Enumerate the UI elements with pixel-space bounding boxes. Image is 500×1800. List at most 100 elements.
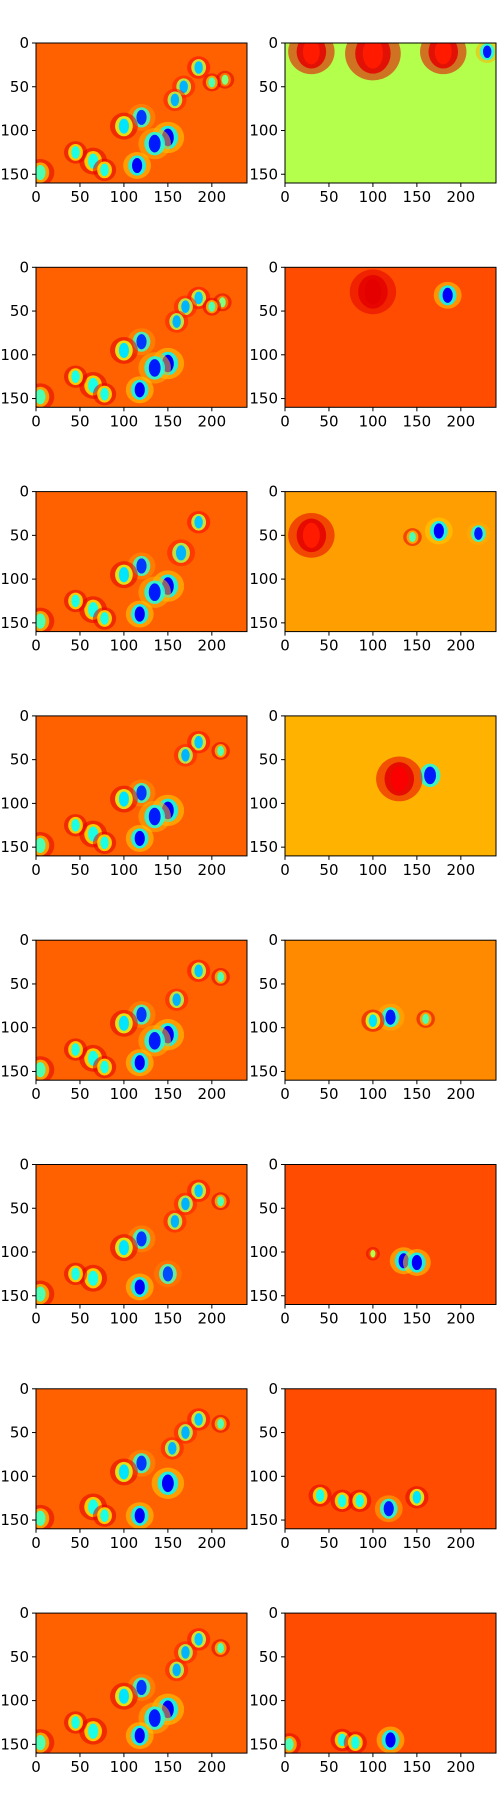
heatmap-feature-core xyxy=(118,567,129,583)
heatmap-feature-core xyxy=(71,818,80,832)
heatmap-feature-core xyxy=(285,1738,294,1751)
y-tick-label: 0 xyxy=(19,483,29,501)
x-tick-label: 0 xyxy=(31,1758,41,1776)
axes-frame xyxy=(284,939,497,1081)
x-tick-label: 0 xyxy=(31,1310,41,1328)
heatmap-feature-core xyxy=(118,1240,129,1256)
heatmap-feature-core xyxy=(409,532,416,543)
heatmap-panel-r6-c2: 0 50 100 150 200 0 50 100 150 xyxy=(249,1156,497,1328)
heatmap-feature-core xyxy=(161,1474,174,1493)
heatmap-feature-core xyxy=(385,1732,396,1748)
x-tick-label: 150 xyxy=(154,188,183,206)
y-tick-label: 100 xyxy=(0,1467,29,1485)
heatmap-feature-core xyxy=(208,77,216,88)
x-tick-label: 0 xyxy=(280,1310,290,1328)
x-tick-label: 50 xyxy=(70,188,89,206)
y-tick-label: 100 xyxy=(0,794,29,812)
x-tick-label: 0 xyxy=(31,412,41,430)
x-tick-label: 200 xyxy=(447,1534,476,1552)
heatmap-feature-core xyxy=(100,163,109,177)
heatmap-panel-r1-c2: 0 50 100 150 200 0 50 100 150 xyxy=(249,34,497,206)
y-tick-label: 0 xyxy=(19,931,29,949)
y-tick-label: 0 xyxy=(19,707,29,725)
x-tick-label: 0 xyxy=(280,861,290,879)
heatmap-feature-core xyxy=(181,1646,190,1659)
heatmap-feature-core xyxy=(148,134,161,153)
y-tick-label: 50 xyxy=(10,751,29,769)
x-tick-label: 200 xyxy=(198,412,227,430)
x-tick-label: 200 xyxy=(447,412,476,430)
heatmap-feature-core xyxy=(118,1688,129,1704)
heatmap-field xyxy=(285,43,496,183)
heatmap-panel-r5-c1: 0 50 100 150 200 0 50 100 150 xyxy=(0,931,248,1103)
axes-frame xyxy=(35,491,248,633)
x-tick-label: 200 xyxy=(198,1534,227,1552)
heatmap-panel-r1-c1: 0 50 100 150 200 0 50 100 150 xyxy=(0,34,248,206)
y-tick-label: 100 xyxy=(0,1692,29,1710)
y-tick-label: 100 xyxy=(249,1692,278,1710)
y-tick-label: 0 xyxy=(268,483,278,501)
heatmap-feature-core xyxy=(181,300,190,313)
heatmap-feature-core xyxy=(71,370,80,383)
y-tick-label: 100 xyxy=(0,1243,29,1261)
heatmap-feature-core xyxy=(100,836,109,850)
heatmap-feature-core xyxy=(134,1279,145,1295)
axes-frame xyxy=(284,1164,497,1305)
heatmap-feature-core xyxy=(136,1007,147,1023)
heatmap-panel-r2-c2: 0 50 100 150 200 0 50 100 150 xyxy=(249,258,497,430)
heatmap-feature-core xyxy=(71,594,80,608)
heatmap-feature-core xyxy=(136,334,147,350)
heatmap-feature-core xyxy=(337,1494,347,1508)
x-tick-label: 100 xyxy=(110,1085,139,1103)
heatmap-feature-core xyxy=(148,1709,161,1727)
heatmap-feature-core xyxy=(194,735,203,749)
axes-frame xyxy=(35,715,248,857)
heatmap-feature-core xyxy=(433,523,444,539)
y-tick-label: 0 xyxy=(19,34,29,52)
x-tick-label: 50 xyxy=(319,1758,338,1776)
y-tick-label: 100 xyxy=(0,122,29,140)
x-tick-label: 100 xyxy=(359,1534,388,1552)
heatmap-feature-core xyxy=(36,613,46,629)
x-tick-label: 50 xyxy=(319,1310,338,1328)
y-tick-label: 0 xyxy=(268,34,278,52)
x-tick-label: 100 xyxy=(359,1310,388,1328)
heatmap-feature-core xyxy=(208,301,216,312)
heatmap-feature-core xyxy=(36,389,46,405)
y-tick-label: 50 xyxy=(10,1424,29,1442)
heatmap-feature-core xyxy=(88,1270,99,1286)
x-tick-label: 50 xyxy=(70,1534,89,1552)
heatmap-feature-core xyxy=(36,164,46,181)
y-tick-label: 100 xyxy=(249,346,278,364)
heatmap-panel-r2-c1: 0 50 100 150 200 0 50 100 150 xyxy=(0,258,248,430)
heatmap-field xyxy=(36,491,247,632)
y-tick-label: 0 xyxy=(19,258,29,276)
heatmap-feature-core xyxy=(390,766,408,792)
y-tick-label: 0 xyxy=(19,1156,29,1174)
x-tick-label: 100 xyxy=(359,1758,388,1776)
heatmap-panel-r8-c1: 0 50 100 150 200 0 50 100 150 xyxy=(0,1604,248,1776)
heatmap-panel-r7-c1: 0 50 100 150 200 0 50 100 150 xyxy=(0,1380,248,1552)
y-tick-label: 150 xyxy=(0,390,29,408)
x-tick-label: 50 xyxy=(70,861,89,879)
heatmap-feature-core xyxy=(134,1728,145,1744)
x-tick-label: 150 xyxy=(154,1085,183,1103)
heatmap-field xyxy=(36,715,247,856)
heatmap-feature-core xyxy=(71,1043,80,1056)
x-tick-label: 150 xyxy=(403,1758,432,1776)
x-tick-label: 50 xyxy=(70,1085,89,1103)
x-tick-label: 200 xyxy=(198,637,227,655)
y-tick-label: 150 xyxy=(249,390,278,408)
heatmap-feature-core xyxy=(71,1716,80,1729)
x-tick-label: 50 xyxy=(70,412,89,430)
heatmap-field xyxy=(285,940,496,1081)
heatmap-feature-core xyxy=(134,606,145,622)
y-tick-label: 150 xyxy=(249,1735,278,1753)
heatmap-feature-core xyxy=(370,1249,376,1258)
heatmap-feature-core xyxy=(221,74,229,85)
y-tick-label: 50 xyxy=(259,1648,278,1666)
x-tick-label: 100 xyxy=(359,1085,388,1103)
y-tick-label: 50 xyxy=(259,302,278,320)
heatmap-feature-core xyxy=(474,527,483,540)
y-tick-label: 50 xyxy=(259,526,278,544)
